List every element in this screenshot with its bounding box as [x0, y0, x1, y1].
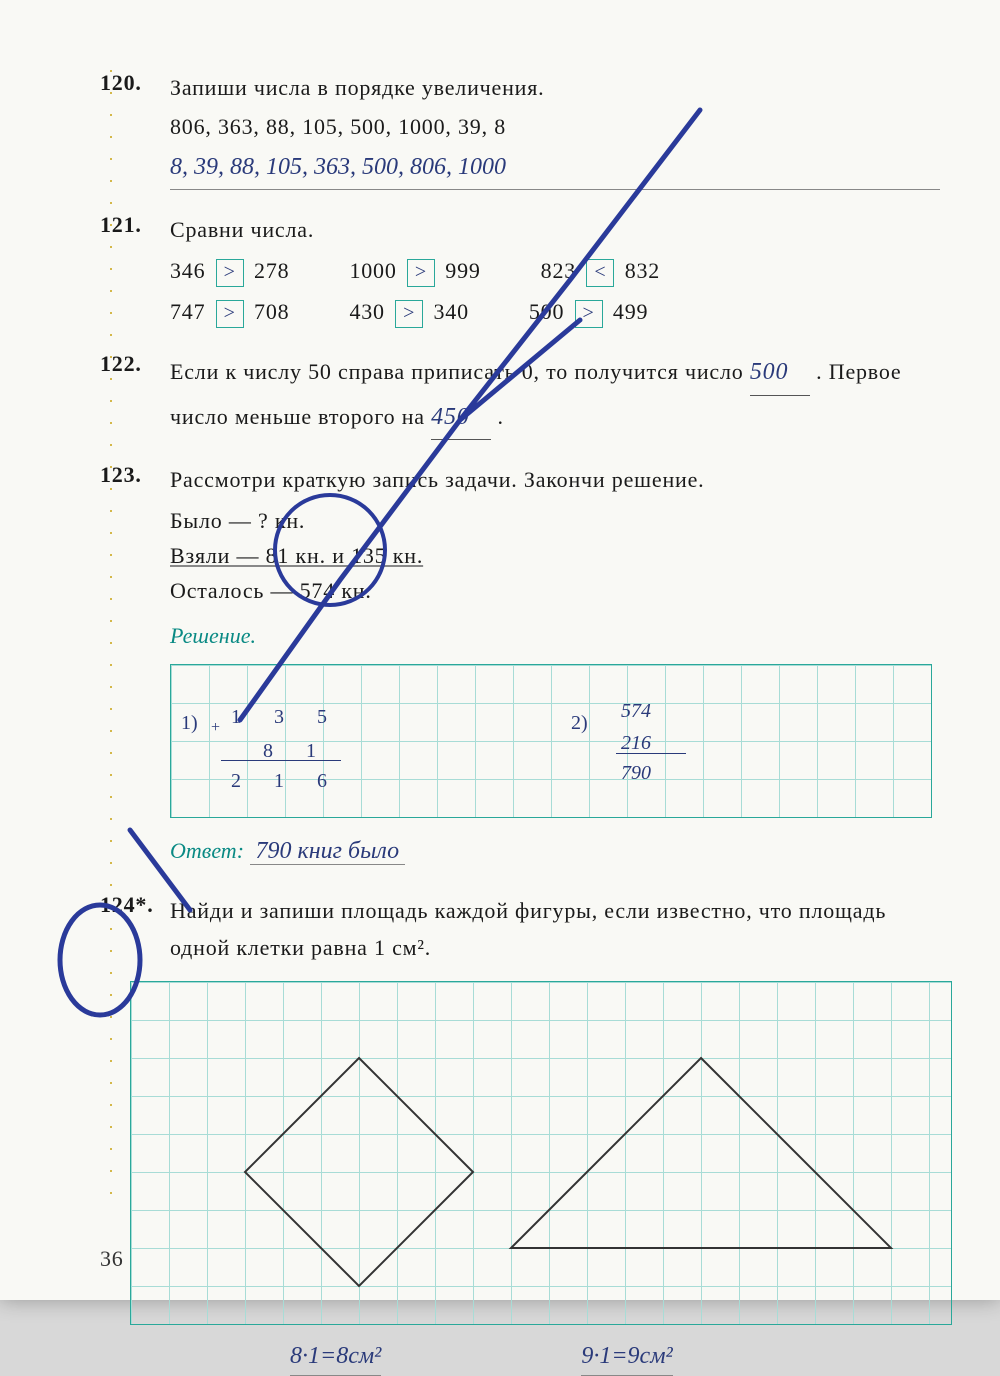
figure-grid [130, 981, 952, 1325]
prompt: Найди и запиши площадь каждой фигуры, ес… [170, 892, 952, 967]
blank-1: 500 [750, 351, 810, 395]
prompt: Сравни числа. [170, 212, 940, 247]
step2-b: 216 [621, 727, 651, 759]
cmp-a: 1000 [349, 258, 396, 283]
compare-box: > [395, 300, 423, 328]
prompt: Рассмотри краткую запись задачи. Закончи… [170, 462, 940, 497]
shapes-svg [131, 982, 951, 1324]
answer-label: Ответ: [170, 838, 244, 863]
text-part: Если к числу 50 справа приписать 0, то п… [170, 359, 744, 384]
cmp-a: 500 [529, 299, 564, 324]
compare-row-2: 747 > 708 430 > 340 500 > 499 [170, 294, 940, 329]
cmp-a: 823 [541, 258, 576, 283]
exercise-120: 120. Запиши числа в порядке увеличения. … [100, 70, 940, 190]
cmp-b: 340 [433, 299, 468, 324]
area-answer-2: 9·1=9см² [581, 1337, 672, 1376]
margin-ruler [110, 60, 112, 1200]
step1-label: 1) [181, 707, 198, 739]
cmp-b: 278 [254, 258, 289, 283]
workbook-page: 120. Запиши числа в порядке увеличения. … [0, 0, 1000, 1300]
compare-row-1: 346 > 278 1000 > 999 823 < 832 [170, 253, 940, 288]
exercise-123: 123. Рассмотри краткую запись задачи. За… [100, 462, 940, 870]
cmp-b: 832 [625, 258, 660, 283]
solution-grid: 1) + 1 3 5 8 1 2 1 6 2) 574 216 790 [170, 664, 932, 818]
ordered-answer: 8, 39, 88, 105, 363, 500, 806, 1000 [170, 154, 506, 180]
brief-line: Взяли — 81 кн. и 135 кн. [170, 538, 940, 573]
area-answers: 8·1=8см² 9·1=9см² [290, 1337, 952, 1376]
answer-row: Ответ: 790 книг было [170, 832, 940, 870]
brief-line: Было — ? кн. [170, 503, 940, 538]
prompt: Запиши числа в порядке увеличения. [170, 70, 940, 105]
cmp-b: 499 [613, 299, 648, 324]
brief-line: Осталось — 574 кн. [170, 573, 940, 608]
step2-label: 2) [571, 707, 588, 739]
cmp-a: 430 [349, 299, 384, 324]
step1-b: 8 1 [263, 735, 330, 767]
plus-sign: + [211, 715, 220, 741]
diamond-shape [245, 1058, 473, 1286]
given-numbers: 806, 363, 88, 105, 500, 1000, 39, 8 [170, 109, 940, 144]
compare-box: > [216, 300, 244, 328]
cmp-a: 747 [170, 299, 205, 324]
step2-a: 574 [621, 695, 651, 727]
step2-result: 790 [621, 757, 651, 789]
page-number: 36 [100, 1246, 124, 1272]
triangle-shape [511, 1058, 891, 1248]
answer-text: 790 книг было [250, 838, 406, 865]
exercise-122: 122. Если к числу 50 справа приписать 0,… [100, 351, 940, 439]
compare-box: > [407, 259, 435, 287]
exercise-124: 124*. Найди и запиши площадь каждой фигу… [100, 892, 940, 1376]
cmp-a: 346 [170, 258, 205, 283]
step1-result: 2 1 6 [231, 765, 341, 797]
cmp-b: 708 [254, 299, 289, 324]
blank-2: 450 [431, 396, 491, 440]
solution-label: Решение. [170, 618, 940, 653]
text-part: . [497, 404, 503, 429]
compare-box: > [575, 300, 603, 328]
exercise-121: 121. Сравни числа. 346 > 278 1000 > 999 … [100, 212, 940, 330]
compare-box: > [216, 259, 244, 287]
compare-box: < [586, 259, 614, 287]
cmp-b: 999 [445, 258, 480, 283]
area-answer-1: 8·1=8см² [290, 1337, 381, 1376]
step1-a: 1 3 5 [231, 701, 341, 733]
